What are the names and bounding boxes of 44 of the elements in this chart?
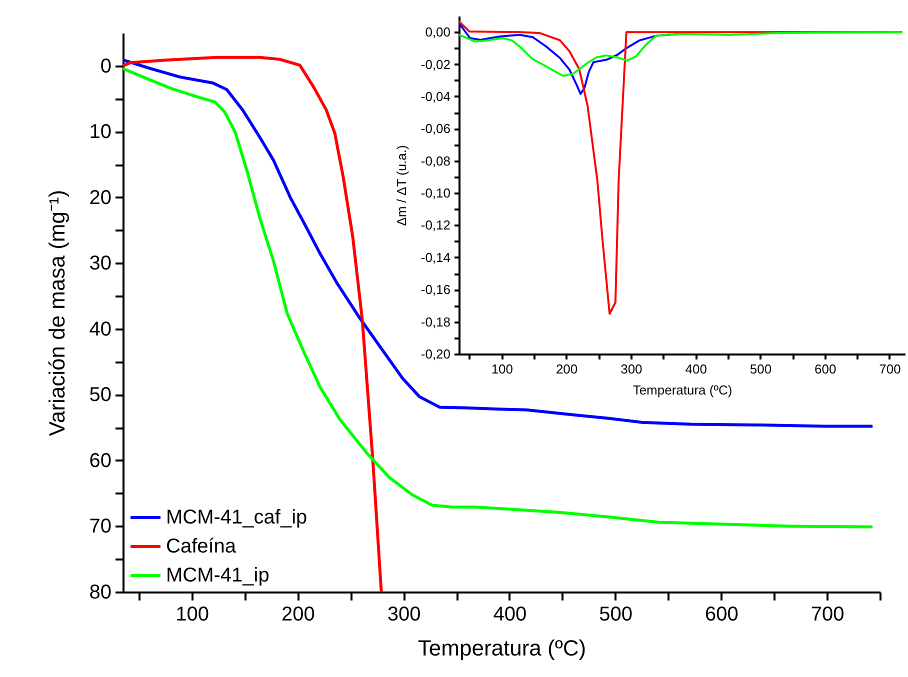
y-tick-label: 80 [89, 582, 112, 604]
y-tick-label: -0,06 [420, 121, 450, 136]
y-tick-label: 0 [100, 55, 112, 78]
x-tick-label: 200 [282, 604, 315, 626]
y-tick-label: 60 [89, 450, 112, 472]
y-tick-label: -0,16 [420, 282, 450, 298]
y-tick-label: 50 [89, 384, 112, 406]
x-tick-label: 100 [491, 362, 514, 376]
x-tick-label: 600 [814, 362, 836, 376]
y-tick-label: -0,18 [420, 314, 450, 330]
legend-label: MCM-41_ip [166, 564, 270, 586]
x-axis-title: Temperatura (ºC) [632, 382, 732, 398]
y-tick-label: -0,10 [420, 186, 450, 201]
x-tick-label: 300 [387, 604, 421, 626]
y-tick-label: 0,00 [425, 24, 450, 40]
y-tick-label: -0,08 [420, 153, 450, 168]
y-axis-title: Δm / ΔT (u.a.) [394, 145, 409, 226]
y-axis-title: Variación de masa (mg⁻¹) [44, 190, 70, 436]
x-tick-label: 500 [750, 362, 772, 376]
x-tick-label: 600 [705, 604, 738, 626]
x-tick-label: 700 [810, 604, 844, 626]
y-tick-label: -0,04 [420, 88, 450, 104]
x-tick-label: 400 [493, 604, 527, 626]
y-tick-label: 70 [89, 516, 112, 538]
y-tick-label: -0,14 [420, 250, 450, 265]
y-tick-label: -0,12 [420, 218, 450, 233]
y-tick-label: -0,20 [420, 346, 450, 362]
x-axis-title: Temperatura (ºC) [418, 636, 586, 660]
y-tick-label: 10 [89, 121, 112, 144]
x-tick-label: 200 [556, 362, 578, 376]
x-tick-label: 700 [879, 362, 901, 376]
y-tick-label: 40 [89, 318, 112, 340]
x-tick-label: 300 [620, 362, 642, 376]
y-tick-label: -0,02 [420, 56, 450, 72]
line-series [459, 31, 904, 77]
line-series [123, 56, 383, 592]
x-tick-label: 100 [176, 604, 210, 626]
x-tick-label: 400 [685, 362, 707, 376]
y-tick-label: 20 [89, 186, 112, 209]
line-series [123, 58, 874, 428]
legend-label: Cafeína [166, 536, 237, 558]
y-tick-label: 30 [89, 252, 112, 275]
legend-label: MCM-41_caf_ip [166, 506, 308, 528]
x-tick-label: 500 [599, 604, 632, 626]
